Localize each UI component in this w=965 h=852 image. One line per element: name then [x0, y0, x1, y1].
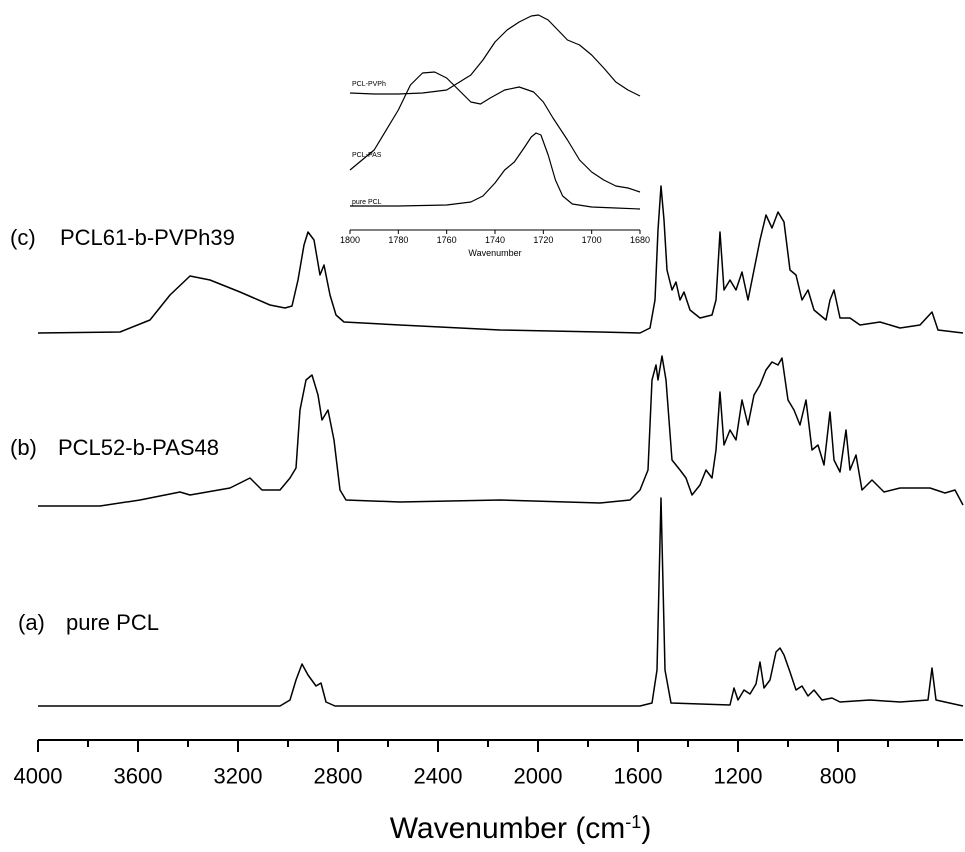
spectrum-line	[349, 71, 641, 193]
x-tick-label: 2000	[514, 764, 563, 789]
series-label: PCL52-b-PAS48	[58, 435, 219, 460]
series-tag: (c)	[10, 225, 36, 250]
x-tick-label: 3200	[214, 764, 263, 789]
series-label: PCL-PAS	[352, 152, 382, 159]
spectrum-line	[38, 355, 964, 507]
series-label: PCL-PVPh	[352, 81, 386, 88]
spectrum-line	[37, 185, 964, 334]
x-tick-label: 1740	[485, 235, 505, 245]
series-label: PCL61-b-PVPh39	[60, 225, 235, 250]
spectrum-line	[349, 14, 641, 97]
x-tick-label: 1780	[388, 235, 408, 245]
x-axis-title-part: Wavenumber (cm	[390, 812, 626, 845]
x-tick-label: 4000	[14, 764, 63, 789]
series-tag: (b)	[10, 435, 37, 460]
x-tick-label: 1700	[582, 235, 602, 245]
series-label: pure PCL	[352, 199, 382, 206]
x-axis-title-part: -1	[625, 812, 641, 832]
x-tick-label: 1680	[630, 235, 650, 245]
x-axis-title: Wavenumber (cm-1)	[390, 812, 652, 845]
x-axis-title: Wavenumber	[468, 248, 521, 258]
x-tick-label: 3600	[114, 764, 163, 789]
spectrum-line	[38, 497, 964, 707]
x-tick-label: 2400	[414, 764, 463, 789]
x-tick-label: 1720	[533, 235, 553, 245]
x-tick-label: 1600	[614, 764, 663, 789]
x-tick-label: 2800	[314, 764, 363, 789]
x-tick-label: 800	[820, 764, 857, 789]
spectrum-line	[350, 132, 641, 210]
x-tick-label: 1800	[340, 235, 360, 245]
x-tick-label: 1200	[714, 764, 763, 789]
x-tick-label: 1760	[437, 235, 457, 245]
series-tag: (a)	[18, 610, 45, 635]
series-label: pure PCL	[66, 610, 159, 635]
x-axis-title-part: )	[641, 812, 651, 845]
